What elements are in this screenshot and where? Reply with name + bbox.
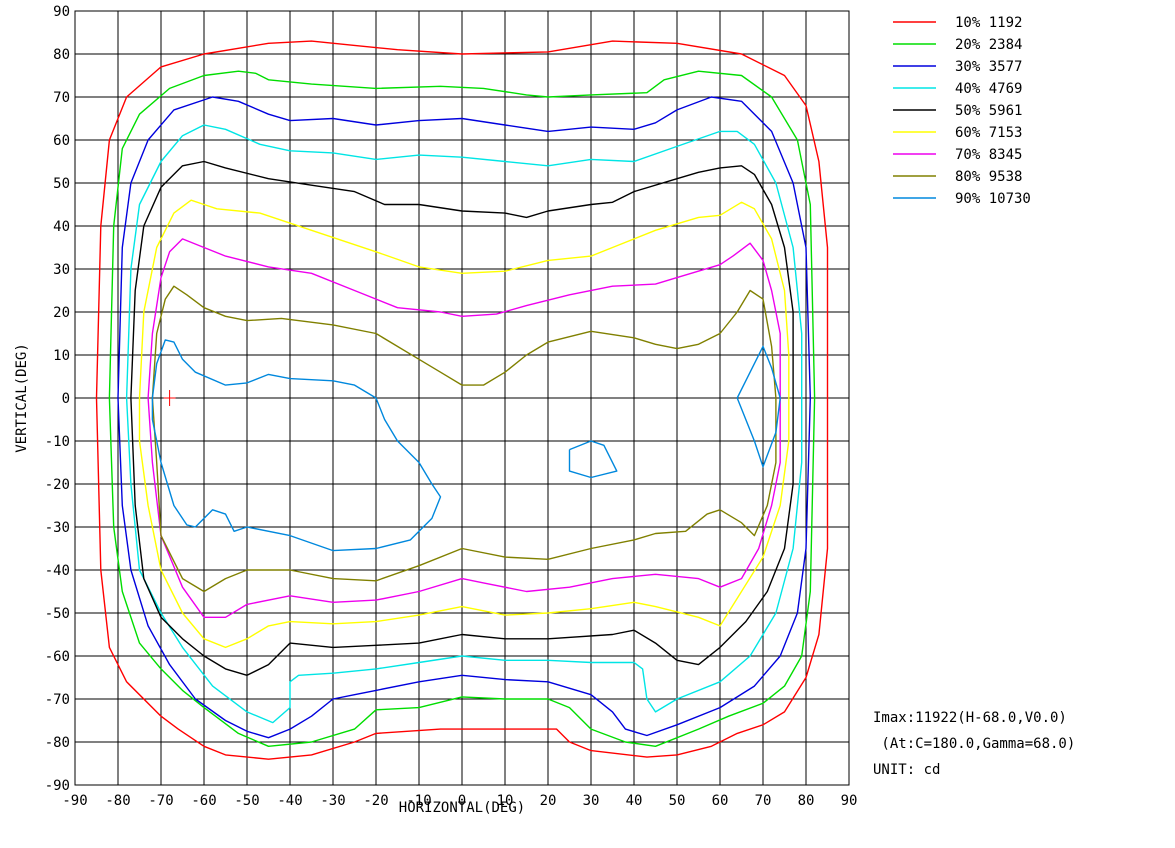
x-tick-labels: -90 -80 -70 -60 -50 -40 -30 -20 -10 0 10 20 30 40 50 60…: [62, 793, 857, 809]
x-tick-label: 50: [669, 793, 686, 809]
x-tick-label: -30: [320, 793, 345, 809]
x-tick-label: -20: [363, 793, 388, 809]
x-tick-label: 20: [540, 793, 557, 809]
y-tick-labels: 90 80 70 60 50 40 30 20 10 0 -10 -20 -30 -40 -50 -60 -70…: [45, 4, 70, 794]
y-tick-label: 40: [53, 219, 70, 235]
x-tick-label: -50: [234, 793, 259, 809]
x-tick-label: 30: [583, 793, 600, 809]
legend-label: 60% 7153: [955, 125, 1022, 141]
contour-9-part-3: [568, 440, 618, 479]
contour-9-part-1: [151, 339, 442, 552]
x-tick-label: -60: [191, 793, 216, 809]
y-tick-label: 70: [53, 90, 70, 106]
contour-7: [147, 238, 781, 618]
y-axis-label: VERTICAL(DEG): [14, 343, 30, 453]
y-tick-label: 80: [53, 47, 70, 63]
legend-label: 40% 4769: [955, 81, 1022, 97]
y-tick-label: 20: [53, 305, 70, 321]
y-tick-label: -20: [45, 477, 70, 493]
legend-label: 90% 10730: [955, 191, 1031, 207]
x-tick-label: 70: [755, 793, 772, 809]
contour-1: [95, 40, 829, 760]
x-tick-label: 60: [712, 793, 729, 809]
x-tick-label: 90: [841, 793, 858, 809]
contour-5: [130, 160, 794, 676]
contour-4: [125, 124, 803, 724]
x-tick-label: -70: [148, 793, 173, 809]
y-tick-label: 60: [53, 133, 70, 149]
contour-3: [117, 96, 811, 739]
y-tick-label: -70: [45, 692, 70, 708]
legend-label: 70% 8345: [955, 147, 1022, 163]
x-axis-label: HORIZONTAL(DEG): [399, 800, 525, 816]
x-tick-label: -10: [406, 793, 431, 809]
y-tick-label: -10: [45, 434, 70, 450]
y-tick-label: -40: [45, 563, 70, 579]
y-tick-label: 90: [53, 4, 70, 20]
y-tick-label: -50: [45, 606, 70, 622]
x-tick-label: 80: [798, 793, 815, 809]
measurement-angle-readout: (At:C=180.0,Gamma=68.0): [873, 736, 1076, 752]
x-tick-label: -90: [62, 793, 87, 809]
contour-9-part-2: [736, 345, 781, 468]
y-tick-label: -90: [45, 778, 70, 794]
y-tick-label: 30: [53, 262, 70, 278]
x-tick-label: 0: [458, 793, 466, 809]
y-tick-label: -80: [45, 735, 70, 751]
contour-8: [151, 285, 777, 593]
y-tick-label: -60: [45, 649, 70, 665]
max-intensity-marker: [163, 390, 176, 406]
imax-readout: Imax:11922(H-68.0,V0.0): [873, 710, 1067, 726]
contour-series: [95, 40, 829, 760]
contour-2: [108, 70, 816, 747]
x-tick-label: 10: [497, 793, 514, 809]
y-tick-label: 50: [53, 176, 70, 192]
x-tick-label: 40: [626, 793, 643, 809]
legend-label: 30% 3577: [955, 59, 1022, 75]
legend-label: 20% 2384: [955, 37, 1022, 53]
y-tick-label: 0: [62, 391, 70, 407]
legend: 10% 1192 20% 2384 30% 3577 40% 4769 50% 5961…: [893, 15, 1031, 207]
legend-label: 10% 1192: [955, 15, 1022, 31]
x-tick-label: -40: [277, 793, 302, 809]
x-tick-label: -80: [105, 793, 130, 809]
unit-readout: UNIT: cd: [873, 762, 941, 778]
contour-6: [138, 199, 790, 649]
y-tick-label: -30: [45, 520, 70, 536]
grid-lines: [74, 10, 850, 786]
legend-label: 80% 9538: [955, 169, 1022, 185]
legend-label: 50% 5961: [955, 103, 1022, 119]
y-tick-label: 10: [53, 348, 70, 364]
